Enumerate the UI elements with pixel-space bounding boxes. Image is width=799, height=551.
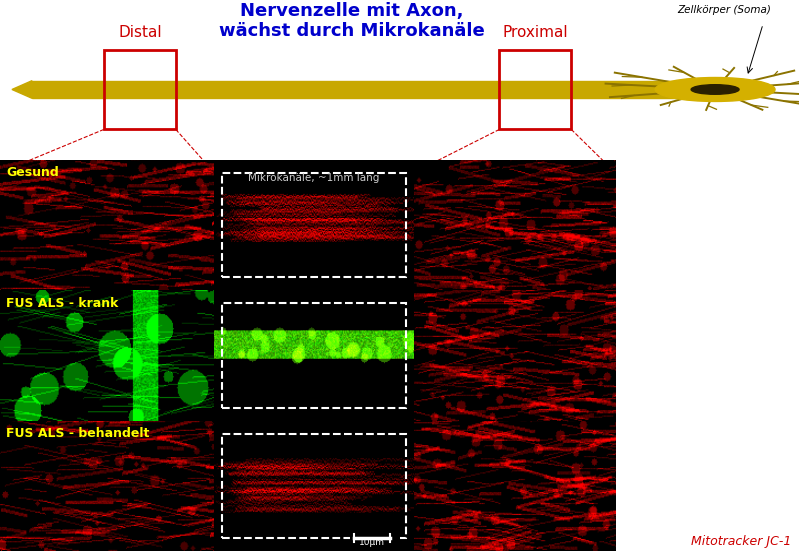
Text: Mikrokanäle, ~1mm lang: Mikrokanäle, ~1mm lang [248, 173, 380, 183]
Bar [104, 50, 176, 129]
Text: Nervenzelle mit Axon,
wächst durch Mikrokanäle: Nervenzelle mit Axon, wächst durch Mikro… [219, 2, 484, 40]
Text: Distal: Distal [118, 25, 161, 40]
Text: FUS ALS - behandelt: FUS ALS - behandelt [6, 427, 149, 440]
Circle shape [691, 85, 739, 94]
Text: FUS ALS - krank: FUS ALS - krank [6, 297, 119, 310]
Bar [32, 80, 687, 98]
Bar [222, 434, 406, 538]
Polygon shape [12, 80, 32, 98]
Bar [222, 173, 406, 277]
Circle shape [655, 78, 775, 101]
Bar [499, 50, 571, 129]
Text: Gesund: Gesund [6, 166, 59, 179]
Text: 10µm: 10µm [359, 538, 385, 547]
Text: Zellkörper (Soma): Zellkörper (Soma) [678, 5, 771, 15]
Text: Proximal: Proximal [503, 25, 568, 40]
Bar [350, 525, 400, 548]
Bar [222, 303, 406, 408]
Text: Mitotracker JC-1: Mitotracker JC-1 [690, 535, 791, 548]
